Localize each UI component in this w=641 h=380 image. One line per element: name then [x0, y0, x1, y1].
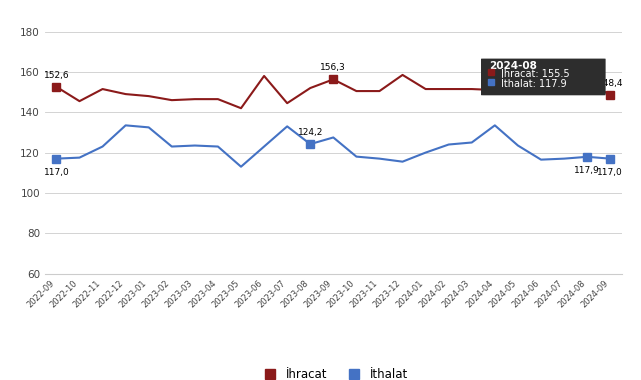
Text: 152,6: 152,6	[44, 71, 69, 80]
Text: 156,3: 156,3	[320, 63, 346, 72]
Text: 117,9: 117,9	[574, 166, 600, 175]
Text: İhracat: 155.5: İhracat: 155.5	[501, 69, 569, 79]
Text: 117,0: 117,0	[597, 168, 623, 177]
Text: 124,2: 124,2	[297, 128, 323, 137]
Text: İthalat: 117.9: İthalat: 117.9	[501, 79, 566, 89]
Text: 155,5: 155,5	[574, 65, 600, 74]
Text: 117,0: 117,0	[44, 168, 69, 177]
Legend: İhracat, İthalat: İhracat, İthalat	[253, 363, 413, 380]
FancyBboxPatch shape	[481, 59, 606, 95]
Text: 2024-08: 2024-08	[489, 61, 537, 71]
Text: 148,4: 148,4	[597, 79, 623, 88]
